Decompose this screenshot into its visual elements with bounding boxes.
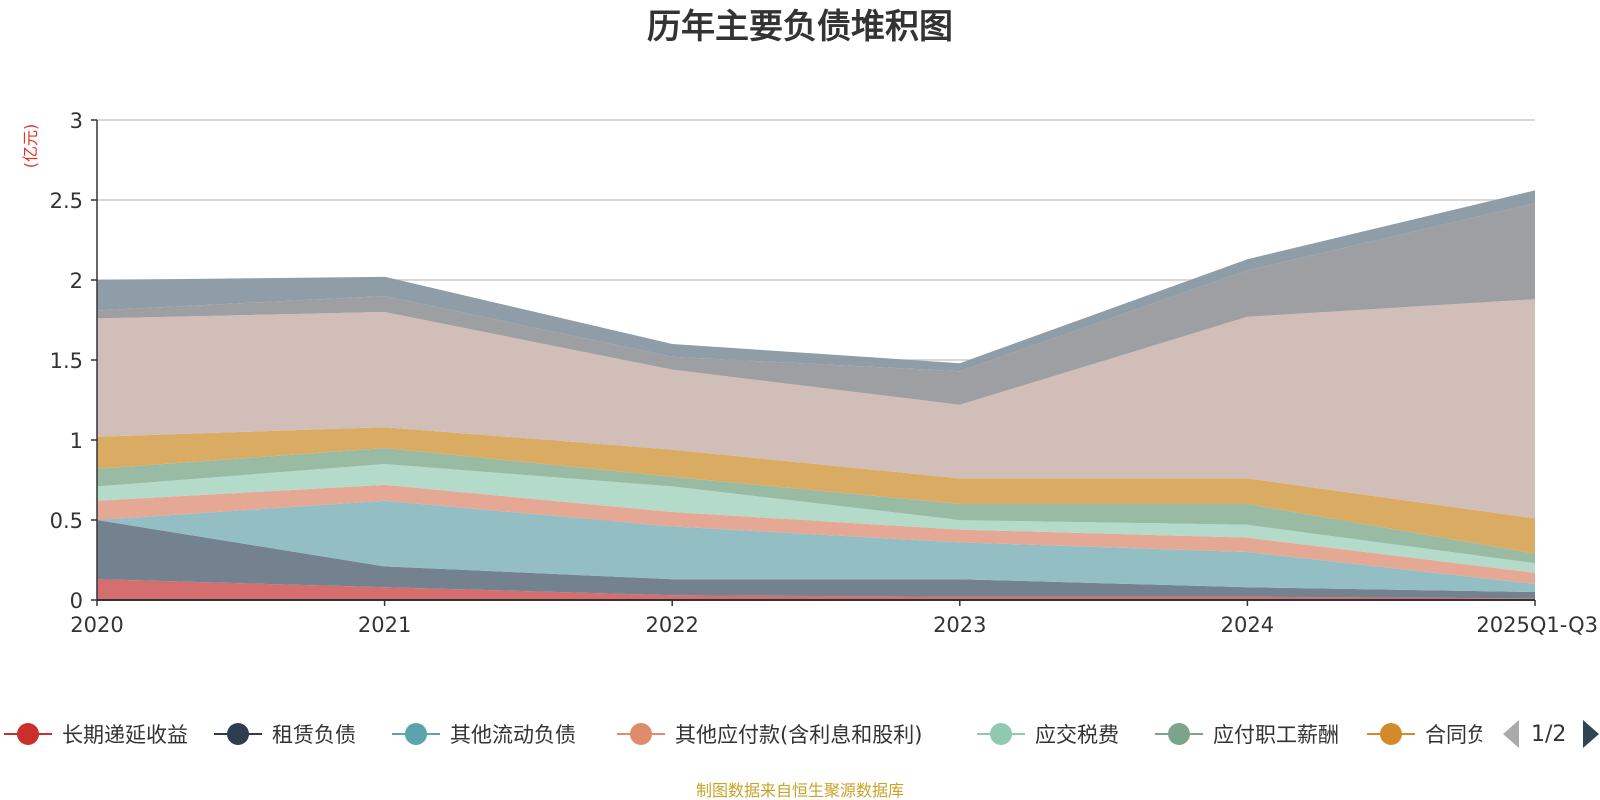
area-series-8: [97, 299, 1535, 519]
x-tick-label: 2023: [933, 613, 986, 637]
legend-marker-icon: [630, 723, 652, 745]
legend-item-7[interactable]: 合同负债: [1367, 723, 1509, 747]
legend-page-indicator: 1/2: [1531, 722, 1566, 747]
legend-label: 其他流动负债: [450, 723, 576, 747]
y-tick-label: 0: [70, 589, 83, 613]
legend-prev-icon[interactable]: [1503, 720, 1519, 748]
legend-label: 长期递延收益: [62, 723, 188, 747]
x-tick-label: 2025Q1-Q3: [1476, 613, 1598, 637]
legend-item-5[interactable]: 应交税费: [977, 723, 1119, 747]
area-series-10: [97, 190, 1535, 372]
axes: 0 0.5 1 1.5 2 2.5 3 2020 2021 2022 2023 2024 2025Q1-…: [50, 109, 1598, 637]
chart-title: 历年主要负债堆积图: [647, 7, 953, 47]
legend-label: 租赁负债: [272, 723, 356, 747]
legend-item-2[interactable]: 租赁负债: [214, 723, 356, 747]
x-tick-label: 2020: [70, 613, 123, 637]
area-series-4: [97, 484, 1535, 584]
legend-label: 其他应付款(含利息和股利): [675, 723, 922, 747]
area-series-9: [97, 203, 1535, 405]
y-tick-label: 1: [70, 429, 83, 453]
area-series-2: [97, 520, 1535, 599]
legend-next-icon[interactable]: [1583, 720, 1599, 748]
legend-item-4[interactable]: 其他应付款(含利息和股利): [617, 723, 922, 747]
y-tick-label: 2.5: [50, 189, 83, 213]
legend-marker-icon: [405, 723, 427, 745]
x-tick-label: 2022: [645, 613, 698, 637]
legend-label: 应付职工薪酬: [1213, 723, 1339, 747]
legend-marker-icon: [17, 723, 39, 745]
y-tick-label: 2: [70, 269, 83, 293]
legend-label: 合同负债: [1425, 723, 1509, 747]
area-series-3: [97, 500, 1535, 592]
x-tick-label: 2024: [1221, 613, 1274, 637]
legend-marker-icon: [990, 723, 1012, 745]
legend-marker-icon: [227, 723, 249, 745]
legend-item-6[interactable]: 应付职工薪酬: [1155, 723, 1339, 747]
legend-label: 应交税费: [1035, 723, 1119, 747]
y-tick-label: 1.5: [50, 349, 83, 373]
legend-marker-icon: [1380, 723, 1402, 745]
legend-pager: 1/2: [1503, 720, 1599, 748]
area-series-5: [97, 464, 1535, 573]
area-series-1: [97, 579, 1535, 600]
area-series-layer: [97, 190, 1535, 600]
x-tick-label: 2021: [358, 613, 411, 637]
legend: 长期递延收益 租赁负债 其他流动负债 其他应付款(含利息和股利) 应交税费 应付职工薪酬 合…: [4, 723, 1509, 747]
area-series-7: [97, 427, 1535, 554]
y-axis-unit-label: (亿元): [21, 124, 40, 169]
y-tick-label: 0.5: [50, 509, 83, 533]
legend-marker-icon: [1168, 723, 1190, 745]
legend-item-1[interactable]: 长期递延收益: [4, 723, 188, 747]
data-source-note: 制图数据来自恒生聚源数据库: [696, 781, 904, 800]
legend-items: 长期递延收益 租赁负债 其他流动负债 其他应付款(含利息和股利) 应交税费 应付职工薪酬 合…: [4, 723, 1509, 747]
legend-item-3[interactable]: 其他流动负债: [392, 723, 576, 747]
area-series-6: [97, 448, 1535, 564]
y-tick-label: 3: [70, 109, 83, 133]
